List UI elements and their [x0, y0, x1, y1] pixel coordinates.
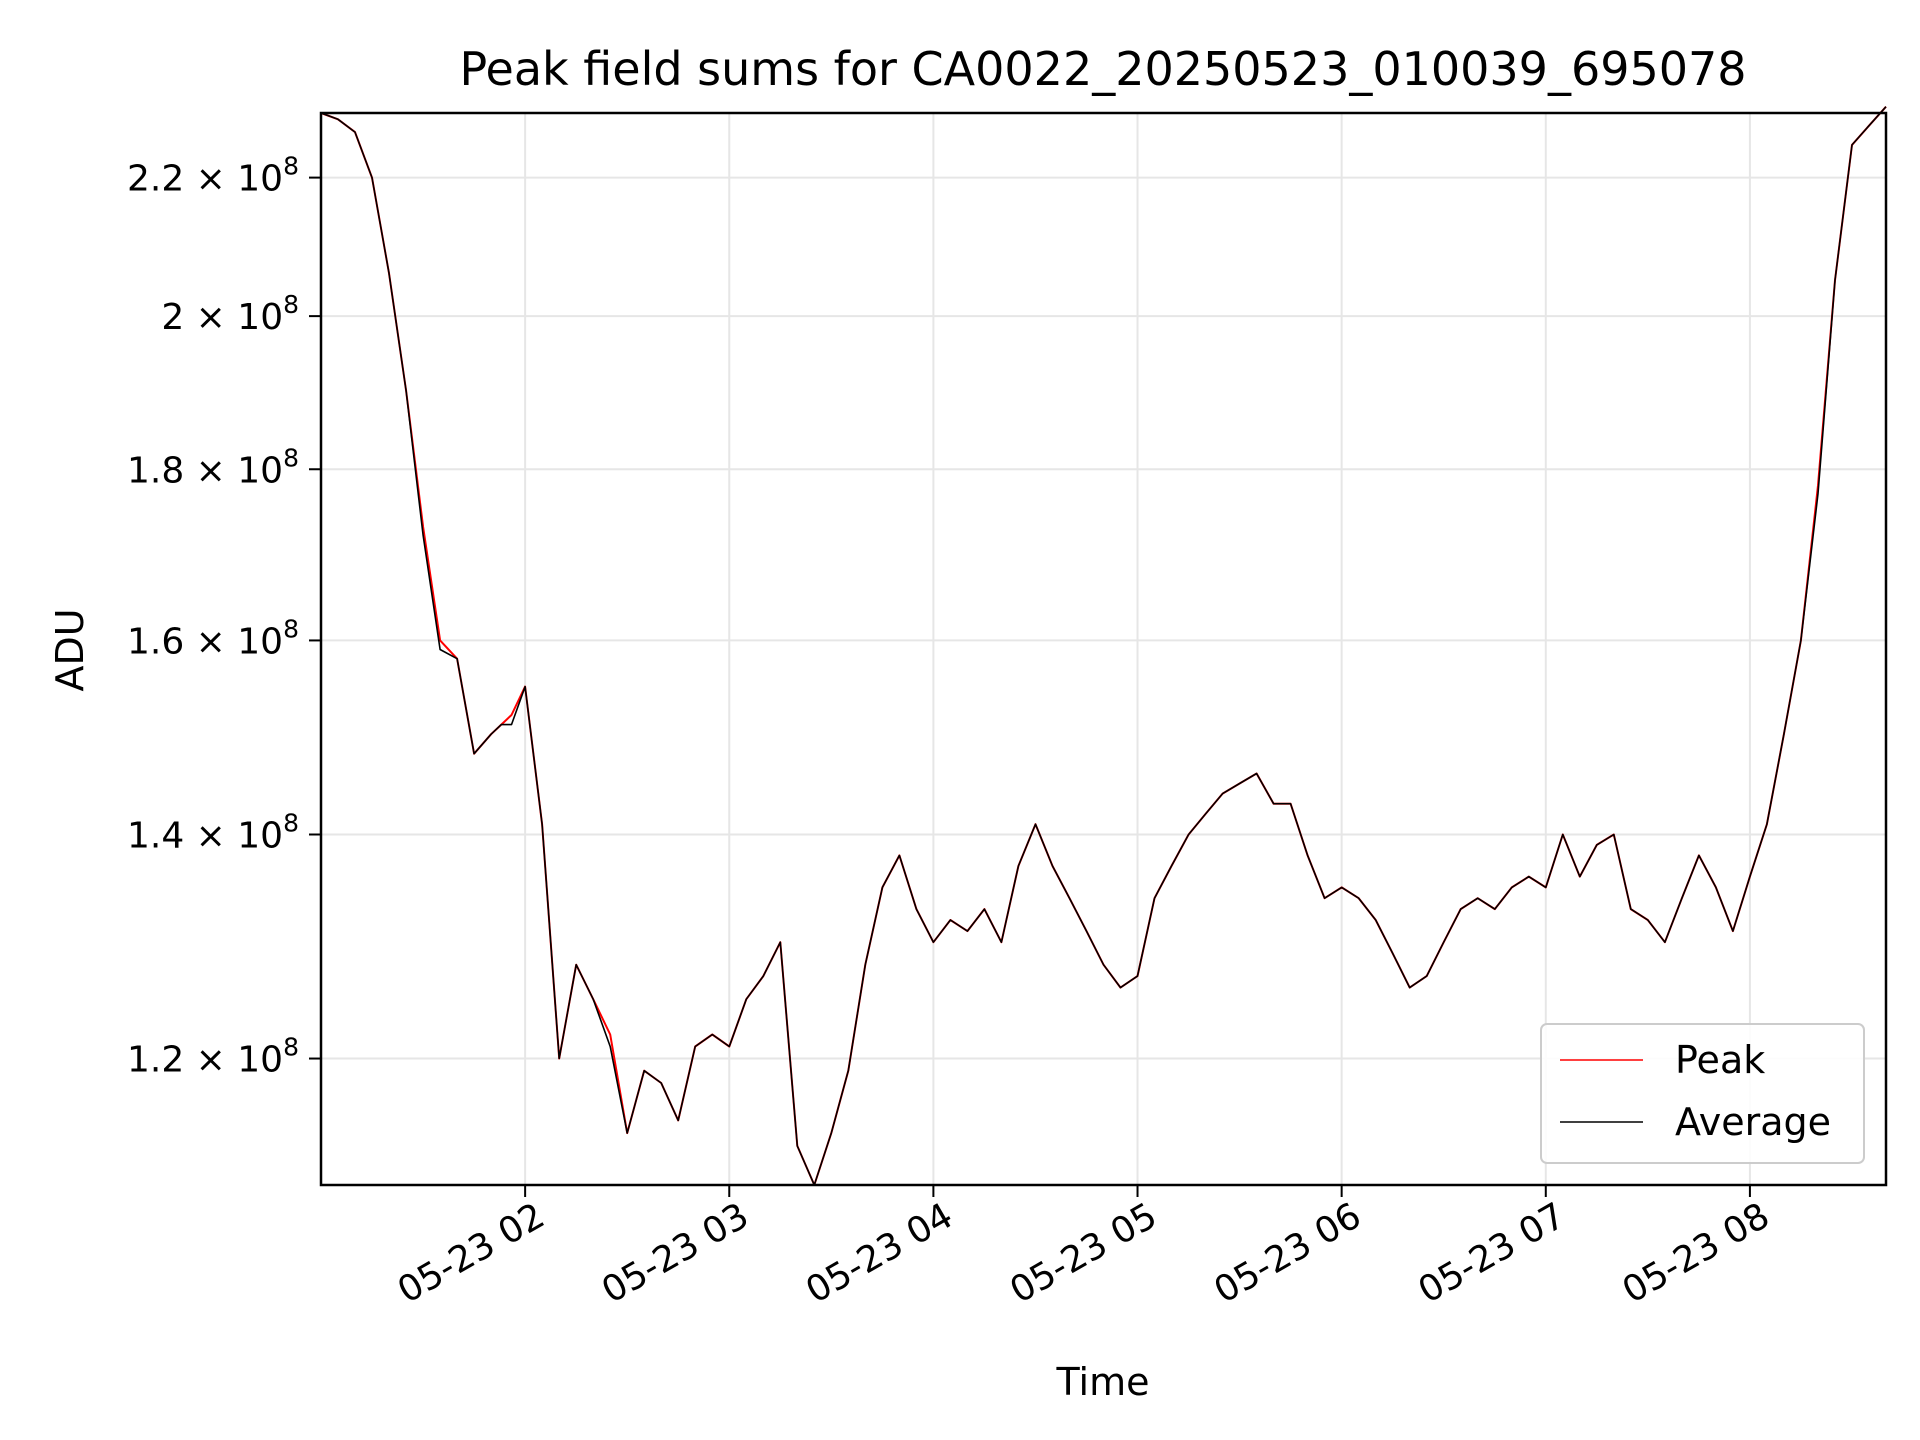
- legend-label-peak: Peak: [1675, 1038, 1765, 1082]
- y-axis: 1.2 × 108 1.4 × 108 1.6 × 108 1.8 × 108 2 × …: [127, 152, 321, 1081]
- y-axis-label: ADU: [48, 608, 92, 691]
- y-tick-label: 2 × 108: [161, 290, 299, 338]
- x-axis-label: Time: [1056, 1360, 1150, 1404]
- y-tick-label: 1.8 × 108: [127, 443, 299, 491]
- legend: Peak Average: [1540, 1023, 1865, 1164]
- y-tick-label: 1.4 × 108: [127, 809, 299, 857]
- legend-label-average: Average: [1675, 1100, 1831, 1144]
- y-tick-label: 1.2 × 108: [127, 1033, 299, 1081]
- series-line-average: [320, 106, 1887, 1186]
- chart-title: Peak field sums for CA0022_20250523_0100…: [459, 42, 1746, 96]
- y-tick-label: 1.6 × 108: [127, 614, 299, 662]
- legend-box: [1540, 1023, 1865, 1164]
- plot-frame: [319, 111, 1888, 1187]
- series-lines: [320, 106, 1887, 1186]
- gridlines: [321, 113, 1886, 1185]
- y-tick-label: 2.2 × 108: [127, 152, 299, 200]
